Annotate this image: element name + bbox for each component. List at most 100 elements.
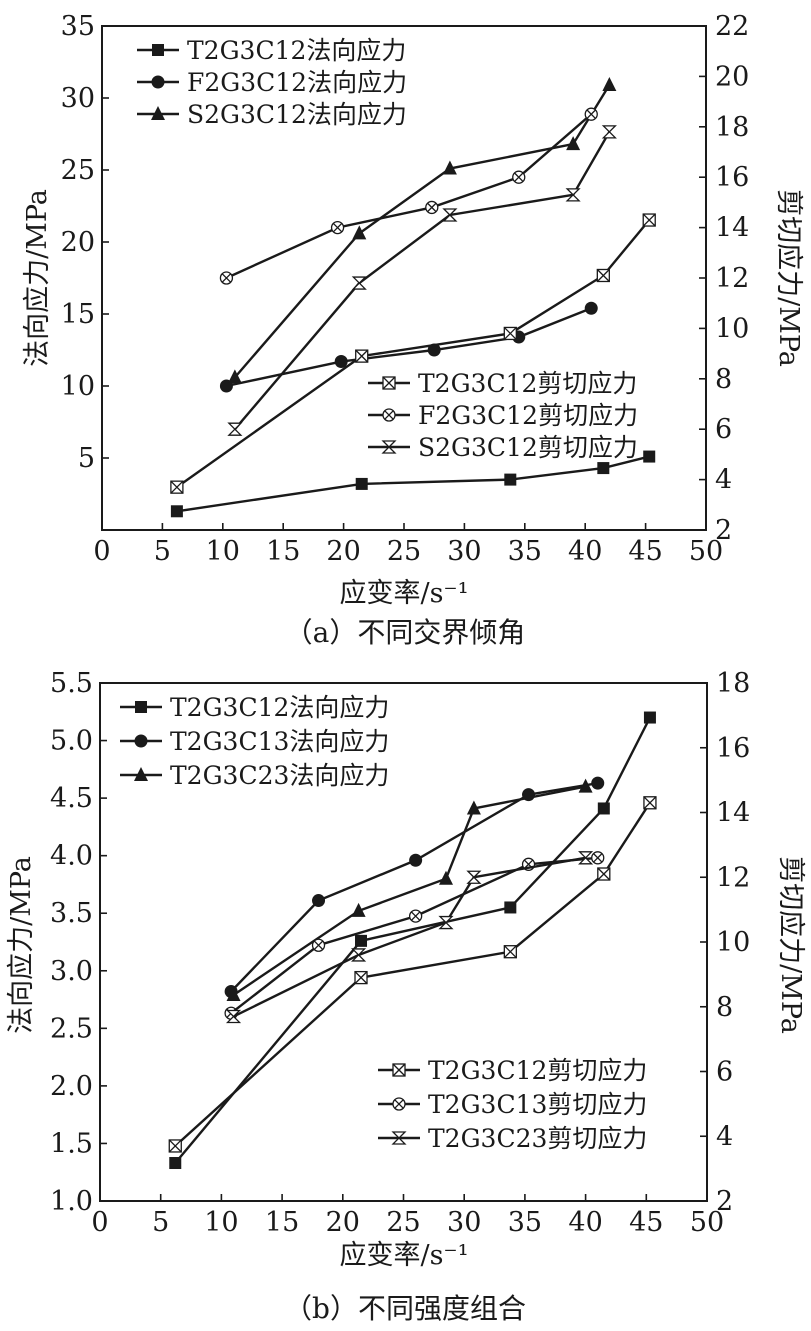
- panel-b-series-0-point: [643, 711, 656, 724]
- panel-b-caption: （b）不同强度组合: [284, 1292, 526, 1325]
- panel-a-series-5-point: [565, 188, 581, 202]
- panel-b-legend-marker: [392, 1063, 406, 1077]
- panel-a-series-3-point: [170, 480, 184, 494]
- panel-a-series-4-point: [219, 271, 234, 285]
- panel-b-series-1-point: [312, 894, 326, 908]
- panel-b-y2-axis-label: 剪切应力/MPa: [775, 856, 806, 1034]
- panel-a-x-tick-label: 30: [447, 536, 481, 567]
- panel-a-series-4-point: [425, 200, 439, 215]
- panel-a-series-3-point: [355, 349, 369, 363]
- panel-b-x-tick-label: 50: [690, 1207, 724, 1238]
- panel-a-series-0-point: [597, 462, 610, 475]
- panel-b-legend-label: T2G3C13法向应力: [170, 727, 389, 756]
- panel-b-series-5-point: [351, 948, 367, 962]
- panel-b-series-2-point: [226, 986, 241, 1001]
- panel-a-series-2-point: [602, 77, 617, 92]
- panel-b-series-3-point: [643, 796, 657, 810]
- panel-a-x-tick-label: 10: [206, 536, 240, 567]
- panel-b-y-tick-label: 5.0: [50, 726, 93, 757]
- panel-b-y-tick-label: 4.5: [50, 783, 93, 814]
- panel-a-legend-label: T2G3C12剪切应力: [418, 369, 637, 398]
- panel-a-series-0-point: [643, 450, 656, 463]
- panel-b-y2-tick-label: 8: [716, 992, 733, 1023]
- panel-a-series-1-point: [334, 355, 348, 369]
- panel-b-series-5-point: [466, 870, 482, 884]
- panel-b-x-tick-label: 40: [568, 1207, 602, 1238]
- panel-a-series-2-point: [227, 369, 242, 384]
- panel-a-series-4-point: [512, 170, 526, 184]
- panel-b-series-5-point: [225, 1009, 242, 1024]
- panel-b-y-tick-label: 5.5: [50, 668, 93, 699]
- panel-b-legend-marker: [134, 767, 148, 781]
- panel-a-y2-tick-label: 20: [715, 61, 749, 92]
- panel-b-x-tick-label: 25: [386, 1207, 420, 1238]
- panel-a-series-4-line: [225, 113, 593, 280]
- panel-a-series-2-point: [442, 160, 457, 175]
- panel-a-y-tick-label: 25: [61, 155, 95, 186]
- panel-b-chart: 0 5 10 15 20 25 30 35 40 45 50 1.0 1.5 2.0 2.5 3.0 3.5 4.…: [6, 668, 806, 1325]
- panel-b-series-4-point: [591, 851, 605, 865]
- panel-b-y-tick-label: 1.5: [50, 1128, 93, 1159]
- panel-a-legend-marker: [151, 106, 165, 120]
- panel-b-y2-tick-label: 14: [716, 798, 750, 829]
- panel-a-legend-marker: [382, 408, 396, 422]
- panel-a-y2-tick-label: 2: [715, 515, 732, 546]
- panel-a-legend-label: S2G3C12法向应力: [187, 100, 407, 129]
- panel-a-x-tick-label: 35: [508, 536, 542, 567]
- panel-b-legend-marker: [391, 1131, 407, 1145]
- panel-a-legend-label: T2G3C12法向应力: [187, 36, 406, 65]
- panel-a-y2-tick-label: 10: [715, 313, 749, 344]
- panel-a-y-tick-label: 30: [61, 83, 95, 114]
- panel-b-x-tick-label: 15: [265, 1207, 299, 1238]
- panel-b-series-2-line: [232, 785, 586, 996]
- panel-a-y2-tick-label: 18: [715, 112, 749, 143]
- panel-a-legend-marker: [152, 44, 164, 56]
- panel-a-series-5-point: [351, 276, 367, 290]
- panel-a-y2-tick-label: 4: [715, 465, 732, 496]
- panel-a-y-tick-label: 10: [61, 371, 95, 402]
- panel-a-y2-tick-label: 16: [715, 162, 749, 193]
- panel-b-y-tick-label: 1.0: [50, 1186, 93, 1217]
- panel-a-series-5-point: [601, 125, 617, 139]
- panel-a-chart: 0 5 10 15 20 25 30 35 40 45 50 5 10 15 20 25 30 35 2 4 6 8 10 1…: [22, 11, 804, 649]
- panel-b-series-5-point: [438, 915, 454, 930]
- panel-b-series-3-point: [354, 970, 368, 985]
- panel-b-legend-marker: [135, 701, 147, 713]
- panel-b-series-0-point: [169, 1157, 182, 1170]
- panel-b-x-tick-label: 35: [508, 1207, 542, 1238]
- panel-a-legend-marker: [382, 376, 396, 390]
- panel-b-y2-tick-label: 4: [716, 1121, 733, 1152]
- panel-a-legend-marker: [381, 440, 397, 454]
- panel-b-x-tick-label: 5: [152, 1207, 169, 1238]
- panel-a-y-tick-label: 5: [78, 443, 95, 474]
- panel-b-series-5-point: [578, 851, 594, 865]
- panel-b-y2-tick-label: 12: [716, 862, 750, 893]
- panel-a-y2-tick-label: 8: [715, 364, 732, 395]
- panel-b-y-tick-label: 2.0: [50, 1071, 93, 1102]
- panel-b-x-tick-label: 30: [447, 1207, 481, 1238]
- panel-a-series-2-point: [352, 225, 367, 240]
- panel-b-series-5-line: [233, 856, 586, 1018]
- panel-a-series-3-point: [642, 213, 656, 227]
- panel-b-legend-label: T2G3C12法向应力: [170, 693, 389, 722]
- panel-b-x-tick-label: 0: [91, 1207, 108, 1238]
- panel-a-x-tick-label: 15: [266, 536, 300, 567]
- panel-a-y2-tick-label: 22: [715, 11, 749, 42]
- panel-a-x-tick-label: 20: [326, 536, 360, 567]
- panel-a-series-0-point: [355, 477, 368, 490]
- panel-b-series-1-point: [409, 853, 423, 867]
- panel-b-legend-marker: [134, 734, 148, 748]
- panel-b-x-tick-label: 20: [326, 1207, 360, 1238]
- panel-b-x-tick-label: 10: [204, 1207, 238, 1238]
- panel-a-x-axis-label: 应变率/s⁻¹: [339, 578, 468, 609]
- panel-a-y2-tick-label: 6: [715, 414, 732, 445]
- panel-a-y2-tick-label: 14: [715, 213, 749, 244]
- panel-b-x-axis-label: 应变率/s⁻¹: [339, 1240, 468, 1271]
- panel-b-y-tick-label: 3.5: [50, 898, 93, 929]
- panel-b-series-0-point: [504, 901, 517, 914]
- panel-a-series-4-point: [584, 107, 598, 121]
- panel-b-legend-label: T2G3C23法向应力: [170, 761, 389, 790]
- panel-a-x-tick-label: 50: [689, 536, 723, 567]
- panel-a-y-axis-label: 法向应力/MPa: [22, 189, 53, 367]
